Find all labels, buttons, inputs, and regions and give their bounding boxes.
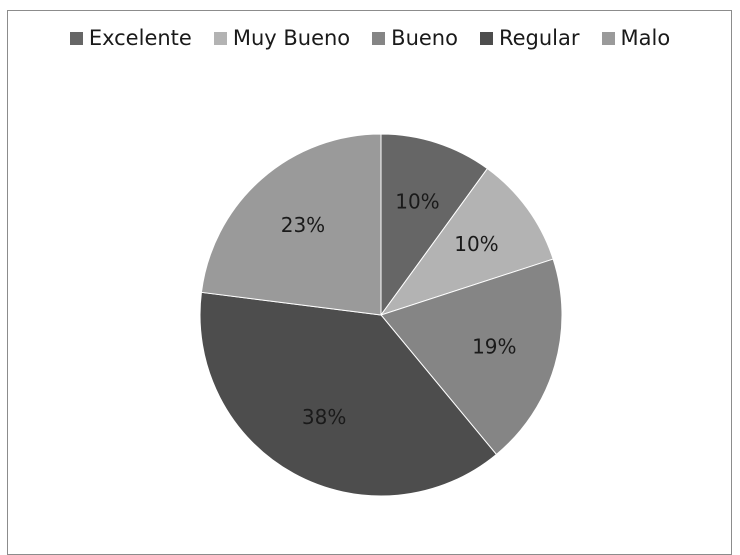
slice-label-bueno: 19% bbox=[472, 334, 516, 358]
slice-label-regular: 38% bbox=[302, 405, 346, 429]
legend-item-excelente: Excelente bbox=[69, 26, 192, 50]
legend-swatch-malo bbox=[601, 31, 615, 45]
legend-swatch-regular bbox=[479, 31, 493, 45]
slice-label-malo: 23% bbox=[281, 213, 325, 237]
chart-legend: Excelente Muy Bueno Bueno Regular Malo bbox=[0, 26, 740, 50]
legend-item-regular: Regular bbox=[479, 26, 580, 50]
legend-item-malo: Malo bbox=[601, 26, 671, 50]
slice-label-muy-bueno: 10% bbox=[454, 232, 498, 256]
pie-slice-bueno bbox=[380, 258, 563, 456]
legend-label-excelente: Excelente bbox=[88, 26, 192, 50]
legend-item-bueno: Bueno bbox=[372, 26, 458, 50]
pie-slice-excelente bbox=[380, 133, 489, 317]
legend-label-regular: Regular bbox=[498, 26, 580, 50]
pie-slice-regular bbox=[199, 291, 498, 497]
pie-slice-malo bbox=[200, 133, 382, 316]
pie-slice-muy-bueno bbox=[379, 167, 554, 316]
legend-swatch-excelente bbox=[69, 31, 83, 45]
legend-label-muy-bueno: Muy Bueno bbox=[232, 26, 351, 50]
legend-swatch-bueno bbox=[372, 31, 386, 45]
legend-label-bueno: Bueno bbox=[391, 26, 458, 50]
legend-label-malo: Malo bbox=[620, 26, 671, 50]
legend-item-muy-bueno: Muy Bueno bbox=[213, 26, 351, 50]
slice-label-excelente: 10% bbox=[395, 189, 439, 213]
legend-swatch-muy-bueno bbox=[213, 31, 227, 45]
